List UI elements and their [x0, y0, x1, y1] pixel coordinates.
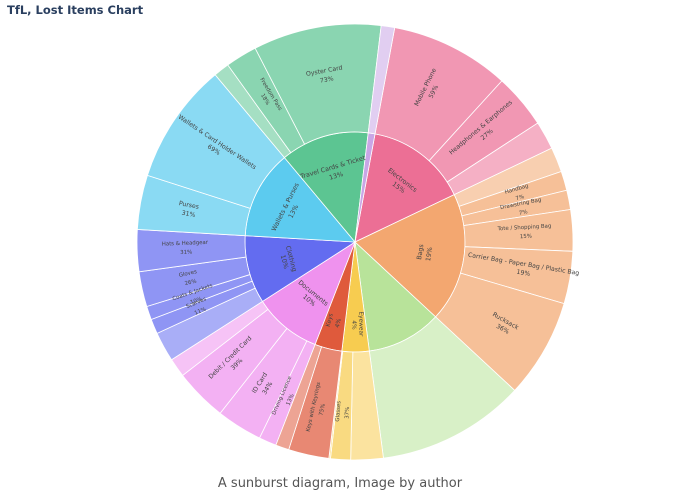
figure-caption: A sunburst diagram, Image by author: [217, 476, 463, 491]
sunburst-segments: [136, 23, 574, 461]
chart-title: TfL, Lost Items Chart: [7, 3, 144, 17]
sunburst-item-other-9-other-0[interactable]: [367, 25, 396, 135]
